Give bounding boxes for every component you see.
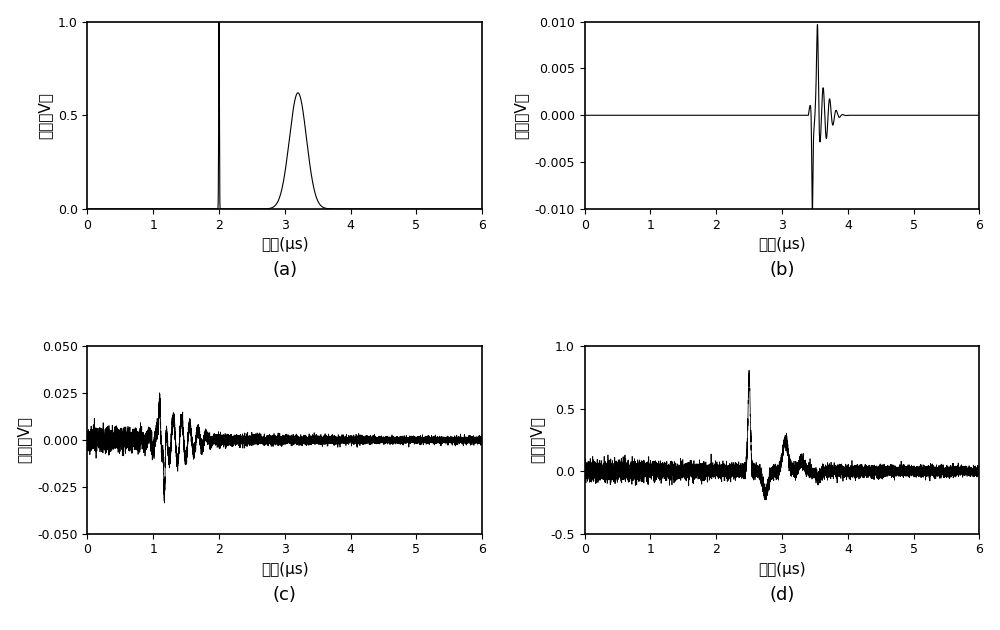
Y-axis label: 幅値（V）: 幅値（V） [17,416,32,464]
Text: (c): (c) [273,586,297,604]
X-axis label: 时间(μs): 时间(μs) [261,562,309,577]
Text: (b): (b) [769,261,795,279]
X-axis label: 时间(μs): 时间(μs) [758,562,806,577]
X-axis label: 时间(μs): 时间(μs) [758,237,806,252]
Text: (a): (a) [272,261,297,279]
X-axis label: 时间(μs): 时间(μs) [261,237,309,252]
Text: (d): (d) [769,586,795,604]
Y-axis label: 幅値（V）: 幅値（V） [530,416,545,464]
Y-axis label: 幅値（V）: 幅値（V） [37,92,52,139]
Y-axis label: 幅値（V）: 幅値（V） [514,92,529,139]
